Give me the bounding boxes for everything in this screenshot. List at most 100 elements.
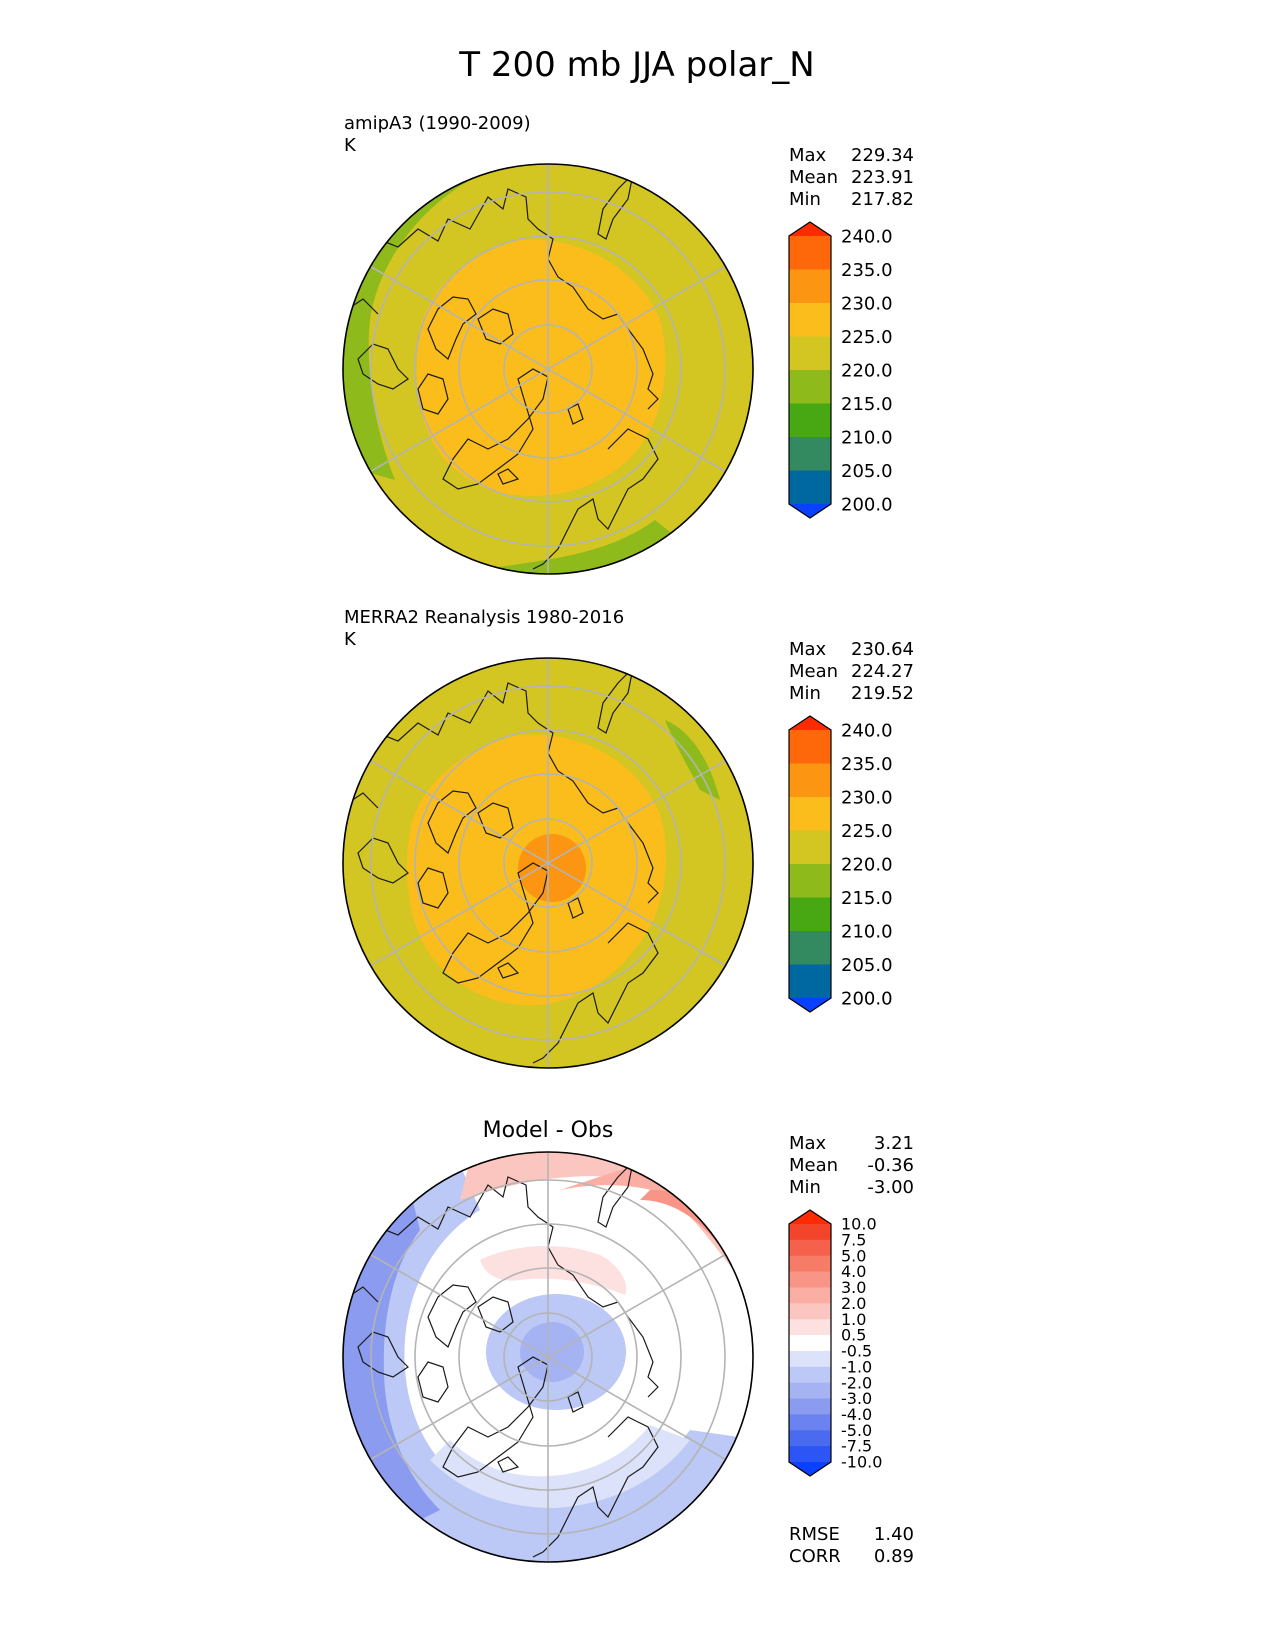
colorbar-extend-min <box>789 998 831 1012</box>
colorbar-segment <box>789 1446 831 1463</box>
colorbar-segment <box>789 1239 831 1257</box>
colorbar-tick-label: 215.0 <box>841 888 893 909</box>
stat-max-value: 3.21 <box>874 1133 914 1154</box>
colorbar-segment <box>789 1350 831 1368</box>
colorbar-tick-label: 240.0 <box>841 720 893 741</box>
colorbar-segment <box>789 1366 831 1384</box>
map-field-cool-west <box>343 1165 753 1562</box>
stat-max-label: Max <box>789 145 827 166</box>
colorbar-outline <box>788 1209 832 1477</box>
colorbar-outline <box>788 715 832 1013</box>
colorbar-segment <box>789 336 831 371</box>
colorbar-tick-label: 205.0 <box>841 461 893 482</box>
colorbar-tick-label: 1.0 <box>841 1310 866 1329</box>
colorbar-segment <box>789 864 831 898</box>
colorbar-tick-label: -4.0 <box>841 1405 872 1424</box>
colorbar-segment <box>789 730 831 764</box>
colorbar-segment <box>789 797 831 831</box>
stat-max-value: 230.64 <box>851 639 914 660</box>
colorbar-tick-label: 4.0 <box>841 1262 866 1281</box>
colorbar-segment <box>789 470 831 505</box>
colorbar-segment <box>789 370 831 404</box>
colorbar-segment <box>789 830 831 865</box>
colorbar-tick-label: 5.0 <box>841 1246 866 1265</box>
figure-title: T 200 mb JJA polar_N <box>458 45 814 85</box>
colorbar-tick-label: 235.0 <box>841 754 893 775</box>
colorbar-tick-label: 230.0 <box>841 293 893 314</box>
colorbar-tick-label: 225.0 <box>841 821 893 842</box>
colorbar-tick-label: 200.0 <box>841 494 893 515</box>
stat-mean-label: Mean <box>789 167 838 188</box>
colorbar-segment <box>789 1303 831 1320</box>
colorbar-extend-max <box>789 222 831 236</box>
colorbar-tick-label: -3.0 <box>841 1389 872 1408</box>
stats-model: Max 229.34 Mean 223.91 Min 217.82 <box>789 145 914 210</box>
panel-model-units: K <box>344 135 357 156</box>
polar-map-diff <box>343 1152 753 1562</box>
stat-corr-label: CORR <box>789 1546 841 1567</box>
panel-model-label: amipA3 (1990-2009) <box>344 113 531 134</box>
colorbar-extend-max <box>789 1210 831 1224</box>
colorbar-segment <box>789 897 831 932</box>
colorbar-tick-label: 220.0 <box>841 360 893 381</box>
stat-max-label: Max <box>789 1133 827 1154</box>
colorbar-tick-label: 230.0 <box>841 787 893 808</box>
polar-map-obs <box>343 658 753 1068</box>
colorbar-tick-label: 3.0 <box>841 1278 866 1297</box>
colorbar-tick-label: 220.0 <box>841 854 893 875</box>
stat-max-label: Max <box>789 639 827 660</box>
colorbar-diff: -10.0-7.5-5.0-4.0-3.0-2.0-1.0-0.50.51.02… <box>788 1209 882 1477</box>
map-border-diff <box>342 1151 754 1563</box>
stats-diff: Max 3.21 Mean -0.36 Min -3.00 <box>789 1133 914 1198</box>
stat-rmse-label: RMSE <box>789 1524 840 1545</box>
colorbar-segment <box>789 403 831 438</box>
colorbar-segment <box>789 1414 831 1431</box>
colorbar-segment <box>789 437 831 471</box>
map-field-cool-south-light <box>430 1425 690 1508</box>
stat-rmse-value: 1.40 <box>874 1524 914 1545</box>
stat-min-value: 217.82 <box>851 189 914 210</box>
colorbar-tick-label: 7.5 <box>841 1230 866 1249</box>
colorbar-segment <box>789 1430 831 1447</box>
panel-diff: Model - Obs Max 3.21 Mean -0.36 Min <box>342 1118 914 1567</box>
colorbar-tick-label: -0.5 <box>841 1342 872 1361</box>
stat-min-label: Min <box>789 1177 821 1198</box>
colorbar-tick-label: -5.0 <box>841 1421 872 1440</box>
stat-mean-value: 223.91 <box>851 167 914 188</box>
colorbar-tick-label: 10.0 <box>841 1215 877 1234</box>
colorbar-tick-label: 215.0 <box>841 394 893 415</box>
stat-min-label: Min <box>789 189 821 210</box>
colorbar-tick-label: 0.5 <box>841 1326 866 1345</box>
colorbar-tick-label: -10.0 <box>841 1453 882 1472</box>
panel-obs: MERRA2 Reanalysis 1980-2016 K Max 230.64… <box>342 607 914 1069</box>
colorbar-segment <box>789 1224 831 1241</box>
map-field-warm-light <box>480 1245 627 1295</box>
colorbar-tick-label: -2.0 <box>841 1373 872 1392</box>
colorbar-segment <box>789 763 831 798</box>
colorbar-extend-max <box>789 716 831 730</box>
colorbar-segment <box>789 1255 831 1273</box>
colorbar-segment <box>789 964 831 999</box>
colorbar-segment <box>789 1335 831 1352</box>
panel-model: amipA3 (1990-2009) K Max 229.34 Mean 223… <box>342 113 914 575</box>
panel-obs-label: MERRA2 Reanalysis 1980-2016 <box>344 607 624 628</box>
stat-mean-value: 224.27 <box>851 661 914 682</box>
stat-min-label: Min <box>789 683 821 704</box>
map-field-warm-region <box>416 239 666 496</box>
map-field-cool-pole-core <box>520 1322 584 1382</box>
colorbar-segment <box>789 269 831 304</box>
colorbar-segment <box>789 1382 831 1400</box>
panel-diff-title: Model - Obs <box>483 1118 614 1143</box>
stat-mean-label: Mean <box>789 661 838 682</box>
colorbar-obs: 200.0 205.0 210.0 215.0 220.0 225.0 230.0 235.0… <box>788 715 893 1013</box>
stat-min-value: 219.52 <box>851 683 914 704</box>
stat-min-value: -3.00 <box>867 1177 914 1198</box>
colorbar-segment <box>789 1398 831 1415</box>
colorbar-segment <box>789 1271 831 1288</box>
colorbar-tick-label: 210.0 <box>841 427 893 448</box>
stat-corr-value: 0.89 <box>874 1546 914 1567</box>
colorbar-tick-label: -7.5 <box>841 1437 872 1456</box>
stat-max-value: 229.34 <box>851 145 914 166</box>
stat-mean-value: -0.36 <box>867 1155 914 1176</box>
